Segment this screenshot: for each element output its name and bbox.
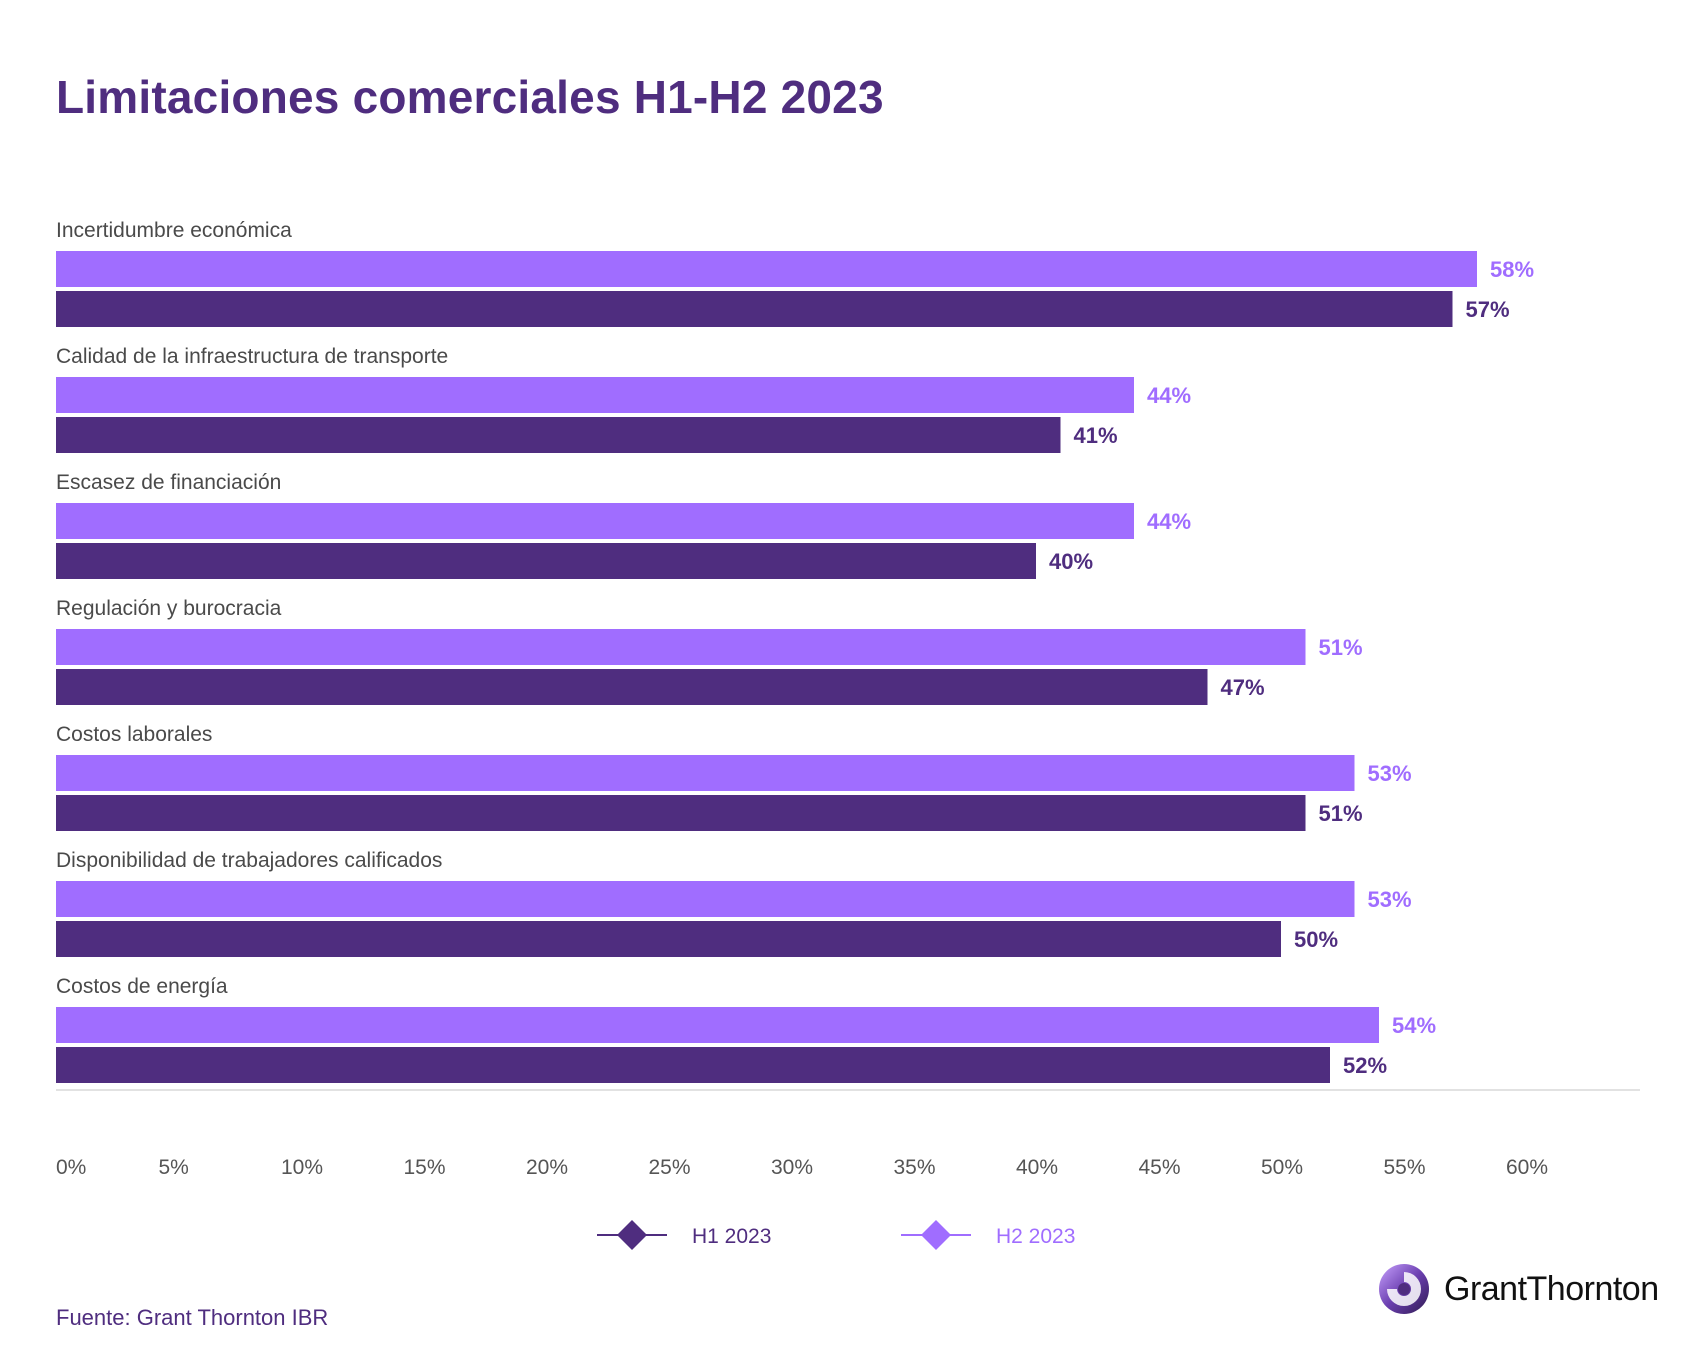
x-tick-label: 25%: [649, 1156, 691, 1179]
bar-chart: Incertidumbre económica 58% 57% Calidad de …: [56, 219, 1640, 1250]
data-label-h1: 40%: [1049, 549, 1093, 574]
bar-h1-2023: [56, 795, 1306, 831]
bar-h2-2023: [56, 881, 1355, 917]
bar-h2-2023: [56, 1007, 1379, 1043]
legend-diamond-marker-h2: [921, 1220, 951, 1250]
x-tick-label: 30%: [771, 1156, 813, 1179]
category-label: Regulación y burocracia: [56, 597, 282, 620]
bar-h2-2023: [56, 629, 1306, 665]
data-label-h1: 41%: [1074, 423, 1118, 448]
legend-diamond-marker-h1: [617, 1220, 647, 1250]
x-tick-label: 35%: [894, 1156, 936, 1179]
brand-logo: GrantThornton: [1378, 1263, 1659, 1315]
legend-label-h2: H2 2023: [996, 1225, 1075, 1248]
bar-h2-2023: [56, 503, 1134, 539]
bar-h2-2023: [56, 251, 1477, 287]
data-label-h1: 47%: [1221, 675, 1265, 700]
data-label-h1: 51%: [1319, 801, 1363, 826]
bar-h2-2023: [56, 755, 1355, 791]
category-label: Escasez de financiación: [56, 471, 281, 494]
x-tick-label: 55%: [1384, 1156, 1426, 1179]
data-label-h1: 50%: [1294, 927, 1338, 952]
bar-h1-2023: [56, 543, 1036, 579]
x-tick-label: 20%: [526, 1156, 568, 1179]
data-label-h1: 57%: [1466, 297, 1510, 322]
data-label-h2: 44%: [1147, 383, 1191, 408]
x-tick-label: 60%: [1506, 1156, 1548, 1179]
x-tick-label: 40%: [1016, 1156, 1058, 1179]
bar-h1-2023: [56, 669, 1208, 705]
data-label-h2: 53%: [1368, 887, 1412, 912]
brand-name: GrantThornton: [1444, 1269, 1659, 1308]
x-tick-label: 5%: [159, 1156, 189, 1179]
bar-h2-2023: [56, 377, 1134, 413]
x-tick-label: 45%: [1139, 1156, 1181, 1179]
x-tick-label: 50%: [1261, 1156, 1303, 1179]
category-label: Calidad de la infraestructura de transpo…: [56, 345, 448, 368]
category-label: Costos de energía: [56, 975, 228, 998]
category-label: Costos laborales: [56, 723, 212, 746]
x-tick-label: 10%: [281, 1156, 323, 1179]
chart-title: Limitaciones comerciales H1-H2 2023: [56, 71, 884, 123]
bar-h1-2023: [56, 921, 1281, 957]
grant-thornton-logo-icon: [1379, 1264, 1429, 1314]
source-note: Fuente: Grant Thornton IBR: [56, 1305, 329, 1330]
legend-label-h1: H1 2023: [692, 1225, 771, 1248]
bar-h1-2023: [56, 1047, 1330, 1083]
category-label: Incertidumbre económica: [56, 219, 292, 242]
data-label-h2: 51%: [1319, 635, 1363, 660]
category-label: Disponibilidad de trabajadores calificad…: [56, 849, 442, 872]
data-label-h2: 54%: [1392, 1013, 1436, 1038]
x-tick-label: 0%: [56, 1156, 86, 1179]
data-label-h2: 44%: [1147, 509, 1191, 534]
data-label-h1: 52%: [1343, 1053, 1387, 1078]
data-label-h2: 53%: [1368, 761, 1412, 786]
bar-h1-2023: [56, 291, 1453, 327]
bar-h1-2023: [56, 417, 1061, 453]
x-tick-label: 15%: [404, 1156, 446, 1179]
data-label-h2: 58%: [1490, 257, 1534, 282]
